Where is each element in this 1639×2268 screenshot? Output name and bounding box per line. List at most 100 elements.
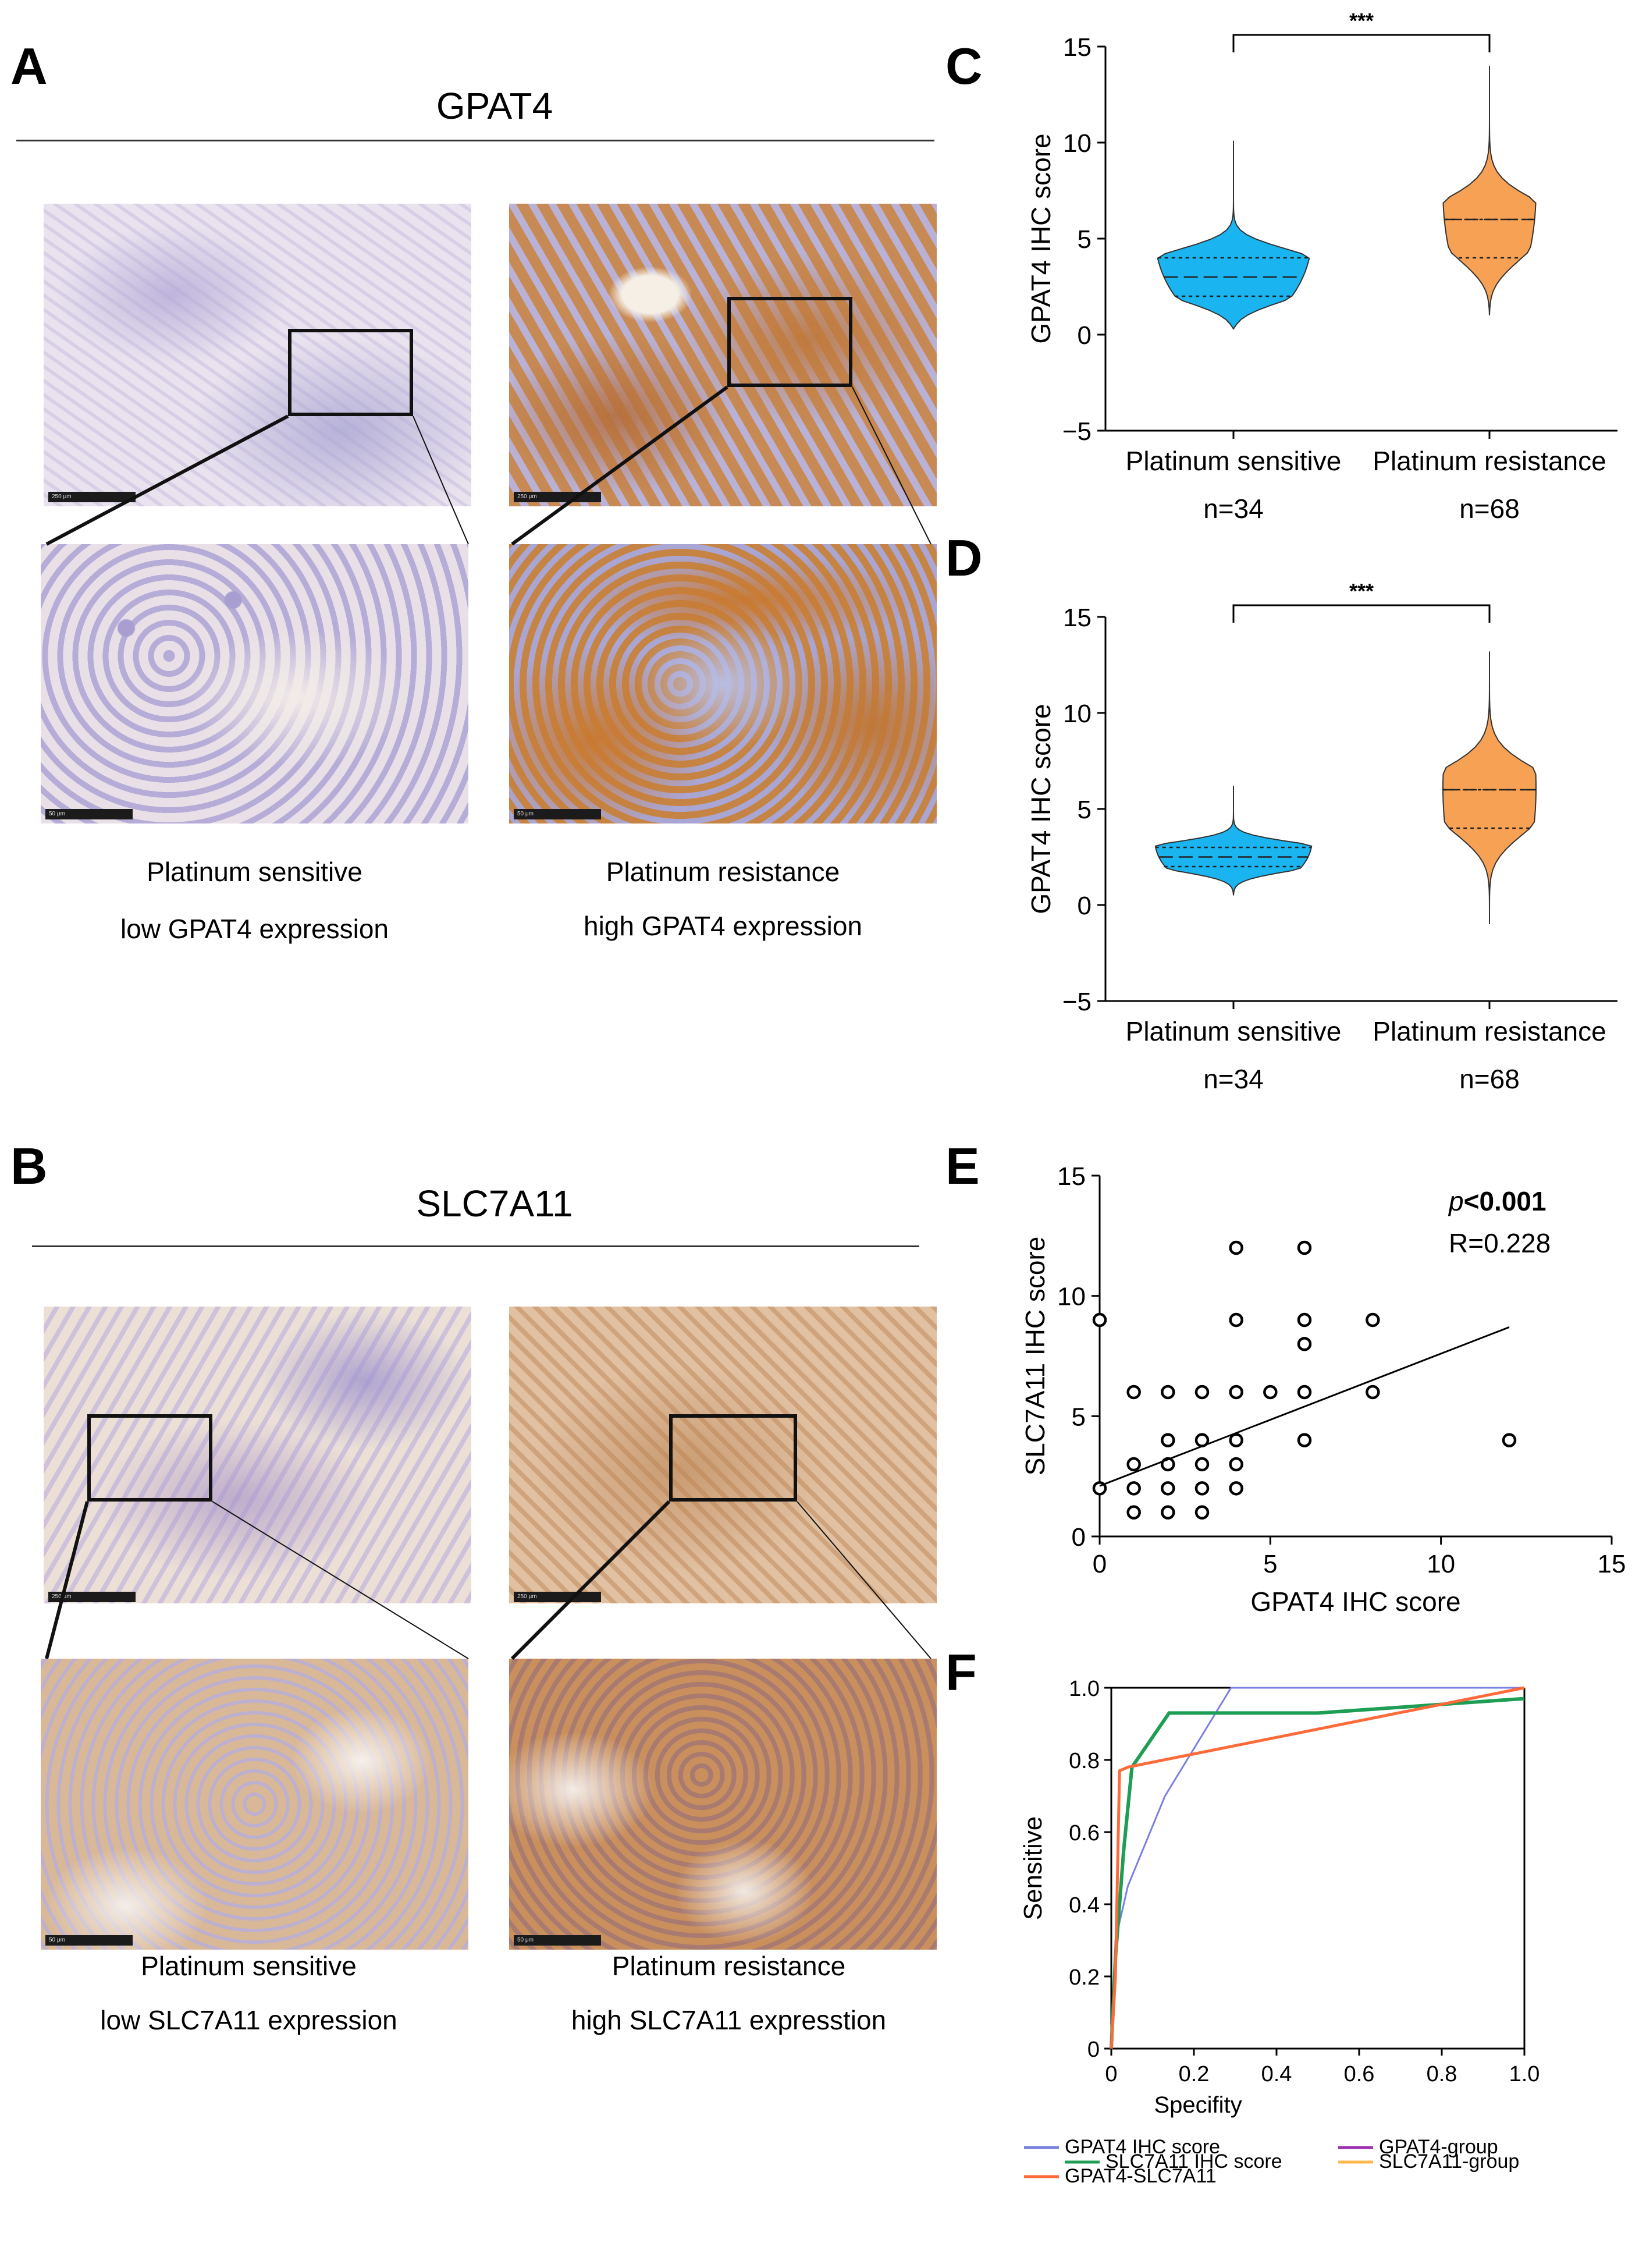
- x-tick-label: 0.2: [1179, 2062, 1210, 2086]
- y-tick-label: 5: [1072, 1403, 1086, 1431]
- y-axis-title: SLC7A11 IHC score: [1020, 1237, 1050, 1476]
- gpat4-low-overview-image: 250 μm: [44, 204, 471, 506]
- data-point: [1194, 1481, 1210, 1496]
- data-point: [1229, 1312, 1243, 1328]
- data-point: [1297, 1433, 1312, 1447]
- gpat4-high-overview-image: 250 μm: [509, 204, 937, 506]
- violin-resistance: [1442, 66, 1537, 316]
- panel-label-c: C: [945, 37, 983, 95]
- slc7a11-low-overview-image: 250 μm: [44, 1307, 471, 1603]
- y-axis-title: GPAT4 IHC score: [1026, 704, 1056, 914]
- p-value-label: p<0.001: [1448, 1186, 1546, 1216]
- caption-a-left-line1: Platinum sensitive: [147, 857, 362, 887]
- y-tick-label: 0: [1078, 892, 1092, 920]
- panel-a-title: GPAT4: [436, 85, 553, 127]
- x-tick-label: 0.4: [1261, 2062, 1292, 2086]
- roc-curve: [1110, 1696, 1525, 2049]
- y-tick-label: 0: [1078, 321, 1092, 350]
- data-point: [1194, 1505, 1210, 1520]
- y-tick-label: 5: [1078, 796, 1092, 824]
- data-point: [1126, 1385, 1141, 1400]
- caption-b-right-line1: Platinum resistance: [611, 1951, 846, 1981]
- violin-sensitive: [1154, 786, 1313, 896]
- y-tick-label: 0.2: [1069, 1965, 1100, 1990]
- roc-chart-f: 0 0.2 0.4 0.6 0.8 1.0 0 0.2 0.4 0.6 0.8 1.0 Specifit…: [1019, 1677, 1540, 2187]
- y-tick-label: −5: [1062, 988, 1092, 1016]
- data-point: [1297, 1385, 1312, 1400]
- data-point: [1366, 1385, 1380, 1400]
- y-tick-label: 0.8: [1069, 1749, 1100, 1773]
- x-tick-label: 0: [1105, 2062, 1117, 2086]
- significance-bracket: [1232, 34, 1491, 52]
- slc7a11-high-overview-image: 250 μm: [509, 1307, 937, 1603]
- zoom-line: [797, 1501, 932, 1659]
- y-axis-title: Sensitive: [1019, 1816, 1047, 1921]
- violin-resistance: [1442, 651, 1537, 925]
- data-point: [1194, 1457, 1210, 1472]
- data-point: [1161, 1481, 1175, 1496]
- data-point: [1161, 1385, 1175, 1400]
- r-value-label: R=0.228: [1449, 1228, 1551, 1258]
- data-point: [1502, 1433, 1517, 1447]
- caption-b-right-line2: high SLC7A11 expresstion: [571, 2005, 887, 2035]
- group-n-label: n=68: [1459, 494, 1520, 524]
- x-axis-title: Specifity: [1154, 2092, 1242, 2118]
- y-tick-label: 0: [1072, 1523, 1086, 1552]
- legend-label: SLC7A11-group: [1379, 2150, 1519, 2173]
- data-point: [1229, 1457, 1243, 1472]
- y-tick-label: 10: [1063, 129, 1092, 158]
- data-point: [1263, 1385, 1278, 1400]
- panel-label-a: A: [10, 37, 48, 95]
- x-axis-title: GPAT4 IHC score: [1250, 1586, 1460, 1617]
- y-tick-label: 0: [1087, 2038, 1100, 2062]
- panel-label-b: B: [10, 1137, 48, 1195]
- inset-box: [87, 1414, 212, 1502]
- y-tick-label: 10: [1057, 1283, 1086, 1311]
- zoom-connector-lines: [45, 385, 932, 1660]
- group-n-label: n=34: [1203, 494, 1264, 524]
- inset-box: [727, 297, 852, 387]
- zoom-line: [45, 1501, 89, 1659]
- x-tick-label: 0.6: [1344, 2062, 1375, 2086]
- group-n-label: n=68: [1459, 1064, 1520, 1094]
- data-point: [1229, 1433, 1243, 1447]
- data-point: [1092, 1312, 1107, 1328]
- zoom-line: [45, 414, 289, 546]
- x-tick-label: Platinum resistance: [1373, 446, 1606, 476]
- data-point: [1229, 1481, 1243, 1496]
- gpat4-low-zoom-image: 50 μm: [41, 544, 468, 824]
- slc7a11-high-zoom-image: 50 μm: [509, 1659, 937, 1950]
- scale-bar: 50 μm: [514, 809, 601, 819]
- x-tick-label: Platinum resistance: [1373, 1016, 1606, 1046]
- x-tick-label: 0: [1093, 1550, 1107, 1578]
- x-tick-label: 0.8: [1427, 2062, 1457, 2086]
- legend-label: GPAT4 IHC score: [1065, 2136, 1220, 2158]
- panel-label-f: F: [945, 1644, 977, 1701]
- inset-box: [288, 329, 413, 416]
- scale-bar: 250 μm: [48, 492, 136, 502]
- panel-label-e: E: [945, 1137, 980, 1195]
- scale-bar: 50 μm: [45, 809, 133, 819]
- y-tick-label: 15: [1063, 33, 1092, 62]
- zoom-line: [413, 416, 469, 545]
- y-tick-label: 0.4: [1069, 1893, 1100, 1918]
- data-point: [1161, 1505, 1175, 1520]
- violin-sensitive: [1157, 140, 1310, 330]
- y-tick-label: 10: [1063, 700, 1092, 728]
- panel-label-d: D: [945, 529, 983, 587]
- y-tick-label: 0.6: [1069, 1821, 1100, 1845]
- caption-a-left-line2: low GPAT4 expression: [120, 914, 389, 944]
- roc-curve: [1110, 1687, 1524, 2049]
- data-point: [1229, 1240, 1243, 1255]
- gpat4-high-zoom-image: 50 μm: [509, 544, 937, 824]
- significance-label: ***: [1349, 579, 1374, 603]
- scale-bar: 250 μm: [514, 1592, 601, 1602]
- data-point: [1194, 1385, 1210, 1400]
- data-point: [1297, 1240, 1312, 1255]
- panel-b-divider: [32, 1245, 919, 1247]
- violin-chart-d: −5 0 5 10 15 GPAT4 IHC score Platinum sensitiv…: [1026, 579, 1617, 1094]
- regression-line: [1099, 1326, 1510, 1487]
- caption-b-left-line2: low SLC7A11 expression: [100, 2005, 397, 2035]
- x-tick-label: 10: [1427, 1550, 1455, 1578]
- scale-bar: 50 μm: [514, 1935, 601, 1946]
